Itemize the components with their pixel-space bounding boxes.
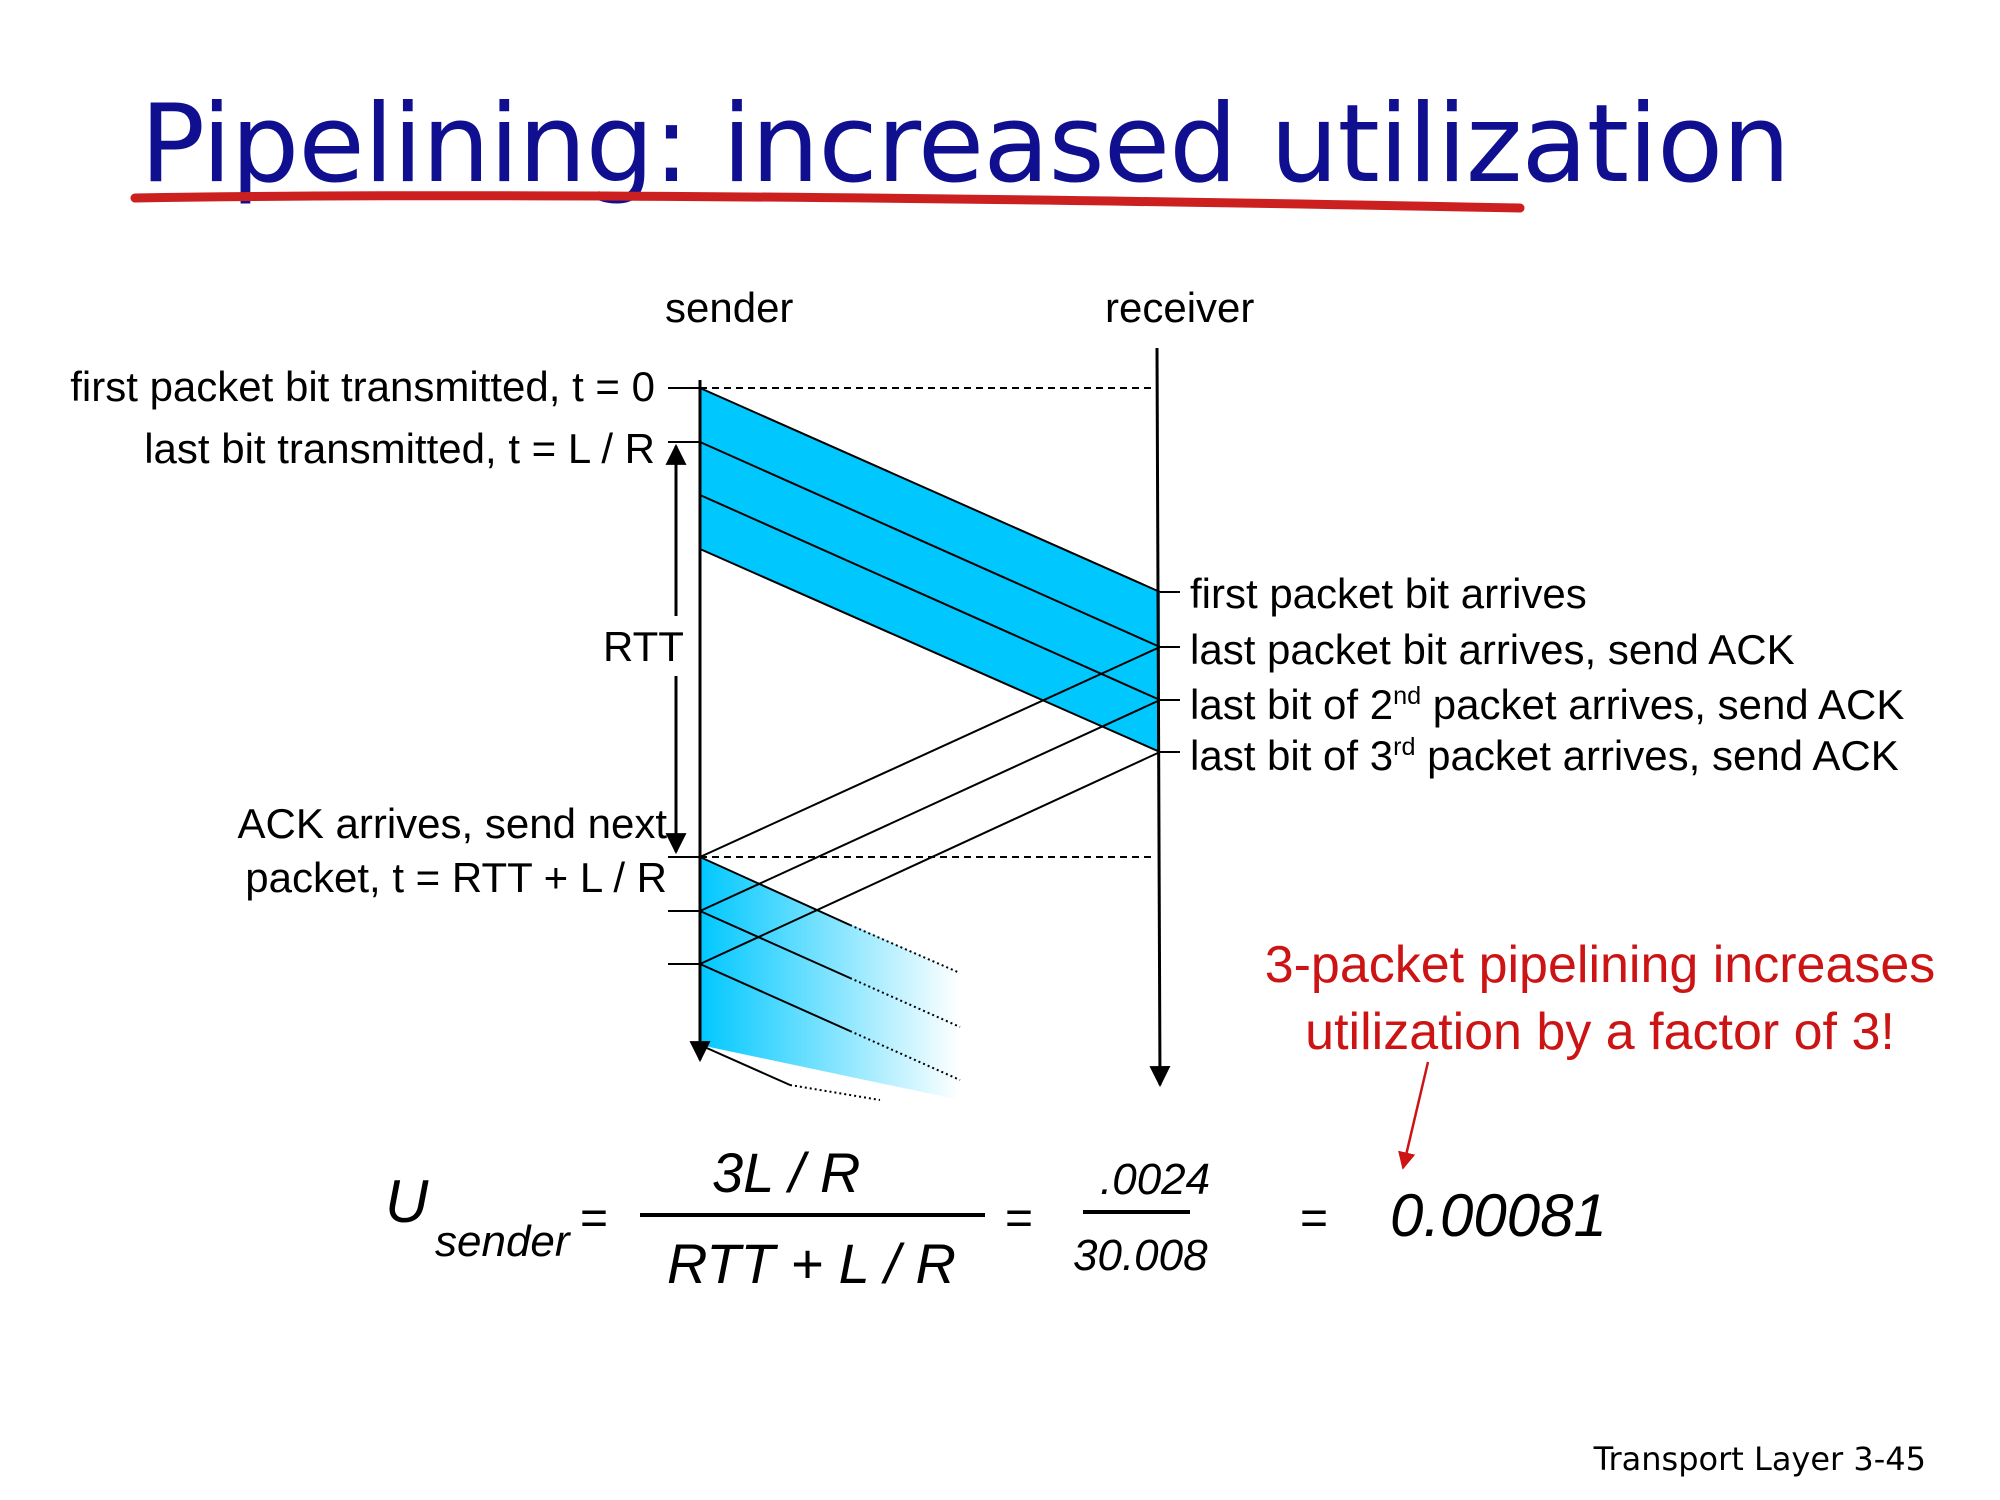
equation-result: 0.00081	[1390, 1182, 1607, 1249]
first-bit-arrives-label: first packet bit arrives	[1190, 570, 1587, 617]
next-packet-line	[849, 977, 961, 1028]
third-packet-arrives-label: last bit of 3rd packet arrives, send ACK	[1190, 732, 1899, 779]
next-packet-line	[849, 924, 961, 974]
equation-denominator-value: 30.008	[1073, 1231, 1208, 1280]
ack-line-2	[699, 699, 1161, 912]
equation-numerator: 3L / R	[712, 1141, 861, 1204]
equation-equals-1: =	[580, 1192, 609, 1245]
next-packet-band	[700, 857, 960, 1100]
receiver-header: receiver	[1105, 284, 1255, 331]
band-edge-top	[699, 387, 1161, 593]
equation-equals-2: =	[1005, 1192, 1034, 1245]
next-packet-line	[699, 856, 851, 926]
next-packet-line	[699, 1044, 791, 1086]
third-packet-text: last bit of 3	[1190, 732, 1394, 779]
next-packet-line	[849, 1030, 961, 1081]
equation-equals-3: =	[1300, 1192, 1329, 1245]
callout-line1: 3-packet pipelining increases	[1264, 936, 1936, 994]
next-packet-line	[699, 910, 851, 979]
equation-denominator: RTT + L / R	[667, 1232, 956, 1295]
rtt-label: RTT	[603, 623, 684, 670]
slide-footer: Transport Layer 3-45	[1594, 1440, 1926, 1478]
second-packet-rest: packet arrives, send ACK	[1421, 681, 1905, 728]
equation-numerator-value: .0024	[1100, 1155, 1211, 1204]
ack-line-1	[699, 646, 1161, 858]
last-bit-arrives-label: last packet bit arrives, send ACK	[1190, 626, 1795, 673]
ack-arrives-label-line2: packet, t = RTT + L / R	[245, 854, 667, 901]
third-packet-sup: rd	[1393, 733, 1416, 761]
third-packet-rest: packet arrives, send ACK	[1415, 732, 1899, 779]
last-bit-transmitted-label: last bit transmitted, t = L / R	[144, 425, 655, 472]
second-packet-arrives-label: last bit of 2nd packet arrives, send ACK	[1190, 681, 1905, 728]
band-edge-bottom	[699, 548, 1161, 753]
packet1-last-bit-line	[699, 441, 1161, 648]
next-packet-line	[699, 963, 851, 1032]
receiver-timeline	[1149, 347, 1171, 1088]
title-underline	[130, 191, 1525, 213]
next-packet-line	[789, 1084, 881, 1101]
packet2-last-bit-line	[699, 494, 1161, 701]
second-packet-sup: nd	[1393, 682, 1422, 710]
sender-header: sender	[665, 284, 794, 331]
first-bit-transmitted-label: first packet bit transmitted, t = 0	[70, 363, 655, 410]
footer-text: Transport Layer	[1593, 1440, 1844, 1478]
packet-band	[700, 388, 1160, 752]
page-number: 3-45	[1853, 1440, 1926, 1478]
equation-u-subscript: sender	[435, 1217, 570, 1266]
ack-arrives-label-line1: ACK arrives, send next	[237, 800, 667, 847]
callout-line2: utilization by a factor of 3!	[1305, 1002, 1895, 1061]
slide-title: Pipelining: increased utilization	[140, 82, 1791, 207]
equation-u: U	[385, 1168, 429, 1235]
utilization-callout: 3-packet pipelining increases utilizatio…	[1220, 932, 1980, 1065]
second-packet-text: last bit of 2	[1190, 681, 1394, 728]
callout-arrow	[1398, 1061, 1430, 1170]
